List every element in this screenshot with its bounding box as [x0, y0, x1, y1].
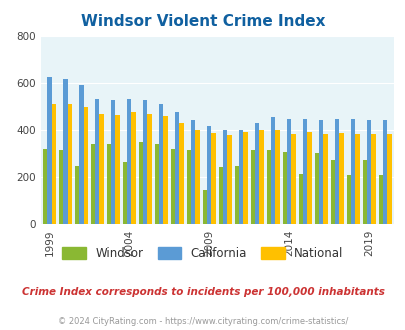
Bar: [211, 133, 215, 224]
Bar: [366, 120, 370, 224]
Bar: [307, 132, 311, 224]
Bar: [334, 118, 339, 224]
Bar: [202, 190, 207, 224]
Bar: [377, 175, 382, 224]
Bar: [350, 118, 354, 224]
Bar: [382, 120, 386, 224]
Bar: [131, 112, 135, 224]
Bar: [227, 135, 231, 224]
Bar: [250, 150, 254, 224]
Bar: [91, 145, 95, 224]
Bar: [139, 142, 143, 224]
Bar: [159, 105, 163, 224]
Text: © 2024 CityRating.com - https://www.cityrating.com/crime-statistics/: © 2024 CityRating.com - https://www.city…: [58, 317, 347, 326]
Bar: [239, 130, 243, 224]
Bar: [191, 120, 195, 224]
Bar: [59, 150, 63, 224]
Bar: [270, 117, 275, 224]
Bar: [179, 123, 183, 224]
Bar: [322, 134, 327, 224]
Bar: [302, 118, 307, 224]
Bar: [254, 123, 259, 224]
Bar: [107, 145, 111, 224]
Bar: [47, 78, 51, 224]
Bar: [218, 167, 222, 224]
Bar: [163, 116, 167, 224]
Bar: [290, 134, 295, 224]
Bar: [147, 114, 151, 224]
Bar: [175, 112, 179, 224]
Bar: [143, 100, 147, 224]
Bar: [243, 132, 247, 224]
Bar: [266, 150, 270, 224]
Text: Windsor Violent Crime Index: Windsor Violent Crime Index: [81, 14, 324, 29]
Bar: [75, 166, 79, 224]
Bar: [354, 134, 359, 224]
Bar: [111, 100, 115, 224]
Bar: [51, 105, 56, 224]
Bar: [171, 149, 175, 224]
Bar: [95, 99, 99, 224]
Bar: [259, 130, 263, 224]
Bar: [318, 120, 322, 224]
Bar: [43, 149, 47, 224]
Bar: [195, 130, 199, 224]
Bar: [154, 145, 159, 224]
Bar: [83, 107, 87, 224]
Bar: [123, 162, 127, 224]
Bar: [346, 175, 350, 224]
Bar: [314, 153, 318, 224]
Bar: [330, 160, 334, 224]
Bar: [362, 160, 366, 224]
Legend: Windsor, California, National: Windsor, California, National: [58, 242, 347, 264]
Bar: [99, 114, 104, 224]
Bar: [234, 166, 239, 224]
Bar: [63, 79, 67, 224]
Bar: [127, 99, 131, 224]
Text: Crime Index corresponds to incidents per 100,000 inhabitants: Crime Index corresponds to incidents per…: [21, 287, 384, 297]
Bar: [186, 150, 191, 224]
Bar: [298, 174, 302, 224]
Bar: [282, 151, 286, 224]
Bar: [339, 133, 343, 224]
Bar: [207, 126, 211, 224]
Bar: [115, 115, 119, 224]
Bar: [370, 134, 375, 224]
Bar: [386, 134, 390, 224]
Bar: [286, 118, 290, 224]
Bar: [222, 130, 227, 224]
Bar: [79, 84, 83, 224]
Bar: [275, 130, 279, 224]
Bar: [67, 105, 72, 224]
